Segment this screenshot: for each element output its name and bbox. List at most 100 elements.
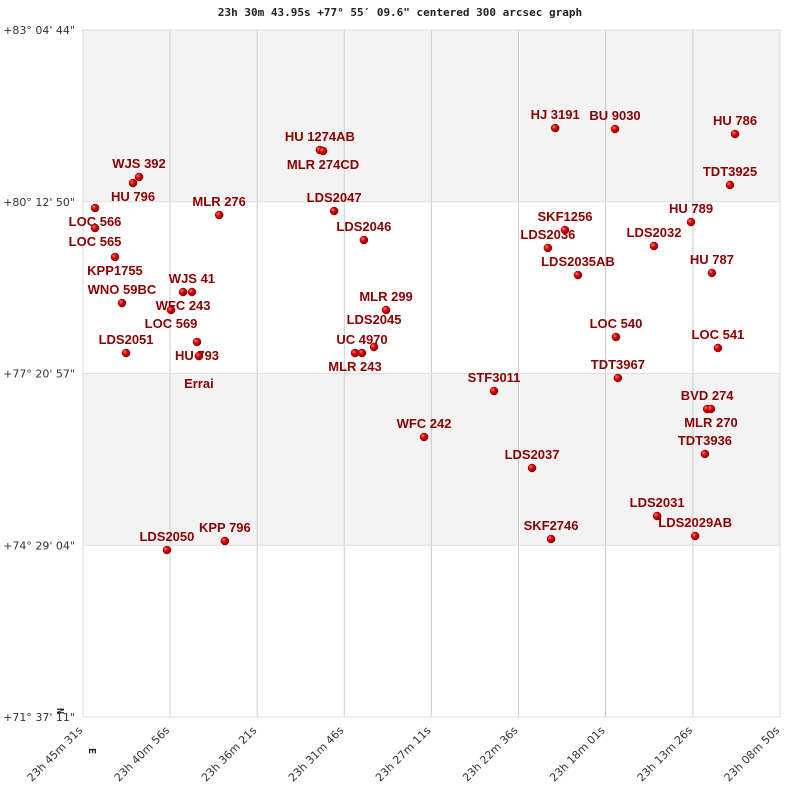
star-marker xyxy=(162,545,172,555)
star-marker xyxy=(489,386,499,396)
star-label: MLR 270 xyxy=(684,415,737,430)
star-label: HU 787 xyxy=(690,252,734,267)
star-marker xyxy=(381,305,391,315)
star-label: HJ 3191 xyxy=(531,107,580,122)
star-marker xyxy=(543,243,553,253)
x-tick-label: 23h 18m 01s xyxy=(547,724,608,785)
chart-title: 23h 30m 43.95s +77° 55′ 09.6" centered 3… xyxy=(217,6,583,19)
star-marker xyxy=(707,268,717,278)
star-marker xyxy=(690,531,700,541)
star-label: SKF2746 xyxy=(524,518,579,533)
star-marker xyxy=(573,270,583,280)
x-tick-label: 23h 31m 46s xyxy=(286,724,347,785)
star-marker xyxy=(90,223,100,233)
star-marker xyxy=(134,172,144,182)
star-marker xyxy=(550,123,560,133)
y-tick-label: +83° 04' 44" xyxy=(3,24,75,37)
star-label: LDS2046 xyxy=(336,219,391,234)
star-label: LOC 540 xyxy=(590,316,643,331)
star-marker xyxy=(350,348,360,358)
star-label: LDS2045 xyxy=(347,312,402,327)
star-marker xyxy=(90,203,100,213)
star-label: TDT3936 xyxy=(678,433,732,448)
star-marker xyxy=(613,373,623,383)
star-label: HU 796 xyxy=(111,189,155,204)
east-indicator: E xyxy=(86,748,97,754)
star-label: LOC 541 xyxy=(692,327,745,342)
star-marker xyxy=(178,287,188,297)
plot-border xyxy=(82,29,781,718)
star-marker xyxy=(652,511,662,521)
star-marker xyxy=(214,210,224,220)
x-tick-label: 23h 22m 36s xyxy=(460,724,521,785)
star-label: BU 9030 xyxy=(589,108,640,123)
star-marker xyxy=(121,348,131,358)
star-label: LOC 566 xyxy=(69,214,122,229)
x-tick-label: 23h 40m 56s xyxy=(112,724,173,785)
star-marker xyxy=(730,129,740,139)
star-label: SKF1256 xyxy=(538,209,593,224)
star-marker xyxy=(419,432,429,442)
star-label: KPP1755 xyxy=(87,263,143,278)
star-label: LOC 569 xyxy=(145,316,198,331)
y-tick-label: +74° 29' 04" xyxy=(3,539,75,552)
star-marker xyxy=(220,536,230,546)
star-label: LDS2037 xyxy=(505,447,560,462)
star-label: LDS2029AB xyxy=(658,515,732,530)
star-label: MLR 243 xyxy=(328,359,381,374)
star-label: WFC 242 xyxy=(397,416,452,431)
star-marker xyxy=(686,217,696,227)
star-marker xyxy=(611,332,621,342)
star-label: HU 1274AB xyxy=(285,129,355,144)
star-label: LDS2047 xyxy=(307,190,362,205)
y-tick-label: +80° 12' 50" xyxy=(3,196,75,209)
star-marker xyxy=(700,449,710,459)
star-marker xyxy=(369,342,379,352)
star-label: HU 789 xyxy=(669,201,713,216)
star-label: TDT3967 xyxy=(591,357,645,372)
star-label: LDS2032 xyxy=(627,225,682,240)
star-marker xyxy=(713,343,723,353)
star-label: MLR 299 xyxy=(359,289,412,304)
x-tick-label: 23h 45m 31s xyxy=(25,724,86,785)
star-label: UC 4970 xyxy=(336,332,387,347)
star-marker xyxy=(128,178,138,188)
star-label: LDS2035AB xyxy=(541,254,615,269)
star-label: LDS2031 xyxy=(630,495,685,510)
star-label: WNO 59BC xyxy=(88,282,157,297)
star-marker xyxy=(649,241,659,251)
star-label: MLR 276 xyxy=(192,194,245,209)
star-marker xyxy=(192,337,202,347)
star-label: Errai xyxy=(184,376,214,391)
y-tick-label: +71° 37' 11" xyxy=(3,711,75,724)
x-tick-label: 23h 27m 11s xyxy=(373,724,434,785)
star-marker xyxy=(187,287,197,297)
star-marker xyxy=(527,463,537,473)
star-marker xyxy=(546,534,556,544)
star-marker xyxy=(318,146,328,156)
star-label: WJS 392 xyxy=(112,156,165,171)
star-marker xyxy=(166,305,176,315)
north-indicator: N xyxy=(54,708,65,714)
y-tick-label: +77° 20' 57" xyxy=(3,368,75,381)
x-tick-label: 23h 08m 50s xyxy=(722,724,783,785)
star-label: TDT3925 xyxy=(703,164,757,179)
star-label: LDS2051 xyxy=(99,332,154,347)
star-marker xyxy=(725,180,735,190)
star-label: LDS2050 xyxy=(139,529,194,544)
star-label: MLR 274CD xyxy=(287,157,359,172)
star-label: BVD 274 xyxy=(681,388,735,403)
star-marker xyxy=(329,206,339,216)
x-tick-label: 23h 36m 21s xyxy=(199,724,260,785)
star-marker xyxy=(117,298,127,308)
star-label: STF3011 xyxy=(468,370,521,385)
star-marker xyxy=(194,351,204,361)
star-marker xyxy=(610,124,620,134)
star-marker xyxy=(706,404,716,414)
star-marker xyxy=(560,225,570,235)
star-label: KPP 796 xyxy=(199,520,251,535)
star-marker xyxy=(110,252,120,262)
star-marker xyxy=(359,235,369,245)
star-label: LOC 565 xyxy=(69,234,122,249)
